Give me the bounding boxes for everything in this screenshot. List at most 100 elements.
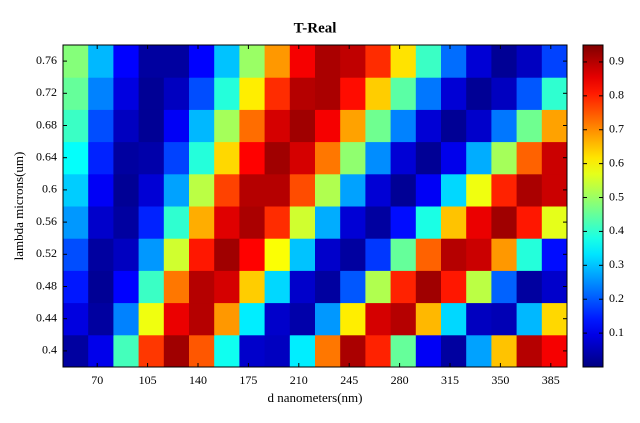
heatmap-cell (516, 206, 543, 239)
colorbar-tick-label: 0.2 (609, 291, 624, 305)
heatmap-cell (441, 45, 467, 78)
heatmap-cell (441, 141, 467, 175)
heatmap-cell (415, 238, 442, 271)
heatmap-cell (390, 334, 417, 368)
heatmap-cell (516, 45, 543, 78)
heatmap-cell (340, 206, 366, 239)
heatmap-cell (113, 77, 140, 110)
heatmap-cell (340, 173, 366, 207)
heatmap-cell (113, 302, 140, 336)
colorbar-tick-label: 0.5 (609, 189, 624, 203)
x-tick-label: 70 (91, 373, 103, 387)
heatmap-cell (415, 302, 442, 336)
heatmap-cell (138, 206, 165, 239)
heatmap-cell (441, 334, 467, 368)
x-tick-label: 315 (441, 373, 459, 387)
heatmap-cell (189, 45, 215, 78)
heatmap-cell (239, 302, 266, 336)
heatmap-cell (415, 206, 442, 239)
heatmap-cell (138, 238, 165, 271)
heatmap-cell (365, 109, 392, 143)
heatmap-cell (88, 77, 114, 110)
heatmap-cell (441, 173, 467, 207)
colorbar-tick-label: 0.3 (609, 257, 624, 271)
heatmap-cell (315, 173, 341, 207)
heatmap-cell (315, 270, 341, 304)
heatmap-cell (365, 206, 392, 239)
heatmap-cell (466, 45, 492, 78)
heatmap-cell (516, 238, 543, 271)
heatmap-cell (239, 45, 266, 78)
heatmap-cell (466, 206, 492, 239)
heatmap-cell (289, 206, 316, 239)
heatmap-cell (365, 45, 392, 78)
x-tick-label: 280 (391, 373, 409, 387)
heatmap-cell (390, 206, 417, 239)
heatmap-cell (415, 334, 442, 368)
heatmap-cell (289, 270, 316, 304)
heatmap-cell (214, 109, 240, 143)
heatmap-cell (340, 77, 366, 110)
x-axis-label: d nanometers(nm) (268, 390, 363, 405)
heatmap-cell (189, 109, 215, 143)
heatmap-cell (113, 270, 140, 304)
heatmap-cell (63, 77, 89, 110)
heatmap-cell (264, 77, 291, 110)
heatmap-cell (415, 109, 442, 143)
heatmap-cell (163, 206, 190, 239)
heatmap-cell (239, 141, 266, 175)
y-tick-label: 0.6 (42, 182, 57, 196)
heatmap-cell (390, 45, 417, 78)
heatmap-cell (88, 302, 114, 336)
heatmap-cell (264, 206, 291, 239)
heatmap-cell (491, 206, 518, 239)
heatmap-cell (264, 173, 291, 207)
heatmap-cell (415, 141, 442, 175)
heatmap-cell (315, 206, 341, 239)
heatmap-cell (239, 206, 266, 239)
heatmap-cell (415, 77, 442, 110)
heatmap-cell (63, 206, 89, 239)
heatmap-cell (340, 302, 366, 336)
x-tick-label: 105 (139, 373, 157, 387)
heatmap-cell (390, 109, 417, 143)
heatmap-cell (189, 302, 215, 336)
heatmap-cell (138, 302, 165, 336)
heatmap-cell (365, 173, 392, 207)
heatmap-cell (189, 270, 215, 304)
heatmap-cell (441, 206, 467, 239)
heatmap-cell (88, 141, 114, 175)
heatmap-cell (340, 238, 366, 271)
heatmap-cell (516, 141, 543, 175)
heatmap-cell (491, 109, 518, 143)
heatmap-cell (289, 109, 316, 143)
heatmap-cell (163, 45, 190, 78)
heatmap-cell (516, 334, 543, 368)
heatmap-cell (491, 77, 518, 110)
heatmap-cell (113, 206, 140, 239)
heatmap-cell (340, 45, 366, 78)
heatmap-cell (516, 77, 543, 110)
heatmap-cell (88, 45, 114, 78)
heatmap-cell (189, 173, 215, 207)
heatmap-cell (390, 238, 417, 271)
heatmap-cell (264, 302, 291, 336)
heatmap-cell (466, 141, 492, 175)
heatmap-cell (63, 270, 89, 304)
heatmap-cell (264, 238, 291, 271)
heatmap-cell (491, 238, 518, 271)
heatmap-cell (88, 173, 114, 207)
colorbar-tick-label: 0.1 (609, 325, 624, 339)
heatmap-cell (289, 173, 316, 207)
heatmap-cell (239, 238, 266, 271)
heatmap-cell (214, 141, 240, 175)
heatmap-cell (63, 302, 89, 336)
heatmap-cell (466, 238, 492, 271)
heatmap-cell (163, 238, 190, 271)
heatmap-cell (63, 109, 89, 143)
heatmap-cell (163, 77, 190, 110)
heatmap-cell (340, 270, 366, 304)
heatmap-cell (264, 270, 291, 304)
y-tick-label: 0.4 (42, 343, 57, 357)
plot-frame (62, 44, 568, 368)
